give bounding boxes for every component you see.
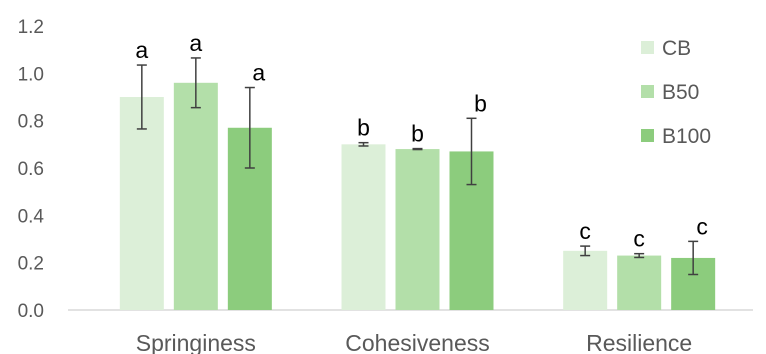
significance-letter: b — [411, 121, 424, 147]
x-axis-categories: Springiness Cohesiveness Resilience — [136, 330, 692, 354]
error-bars-group — [136, 57, 699, 276]
significance-letter: c — [633, 226, 645, 252]
legend: CB B50 B100 — [641, 37, 711, 148]
category-label: Springiness — [136, 330, 256, 354]
bar-b50-cohesiveness — [395, 149, 440, 310]
bar-cb-springiness — [119, 97, 164, 310]
y-tick-label: 0.2 — [18, 254, 44, 275]
error-bar — [634, 252, 645, 259]
legend-swatch-b100 — [641, 129, 654, 142]
bar-cb-resilience — [563, 250, 608, 310]
legend-label-cb: CB — [662, 37, 691, 60]
y-tick-label: 0.0 — [18, 301, 44, 322]
legend-label-b50: B50 — [662, 81, 699, 104]
y-tick-label: 0.4 — [18, 206, 45, 227]
y-tick-label: 1.2 — [18, 17, 44, 38]
y-tick-label: 0.8 — [18, 112, 44, 133]
legend-swatch-cb — [641, 41, 654, 54]
error-bar — [466, 117, 477, 186]
error-bar — [136, 64, 147, 130]
significance-letter: a — [135, 37, 148, 63]
error-bar — [688, 240, 699, 276]
y-tick-label: 0.6 — [18, 159, 44, 180]
error-bar — [580, 245, 591, 257]
y-tick-label: 1.0 — [18, 64, 44, 85]
legend-label-b100: B100 — [662, 125, 711, 148]
significance-letter: c — [696, 213, 708, 239]
category-label: Resilience — [586, 330, 692, 354]
category-label: Cohesiveness — [345, 330, 489, 354]
bars-group — [119, 82, 716, 311]
error-bar — [244, 86, 255, 169]
significance-letter: c — [579, 218, 591, 244]
legend-swatch-b50 — [641, 85, 654, 98]
error-bar — [190, 57, 201, 109]
significance-letter: b — [357, 115, 370, 141]
significance-letter: a — [189, 30, 202, 56]
y-axis-ticks: 0.0 0.2 0.4 0.6 0.8 1.0 1.2 — [18, 17, 45, 322]
error-bar — [412, 147, 423, 151]
significance-letter: a — [252, 60, 265, 86]
bar-b50-springiness — [173, 82, 218, 310]
bar-cb-cohesiveness — [341, 144, 386, 310]
significance-letters-group: a a a b b b c c c — [135, 30, 707, 252]
bar-b50-resilience — [617, 255, 662, 310]
error-bar — [358, 141, 369, 147]
significance-letter: b — [474, 90, 487, 116]
